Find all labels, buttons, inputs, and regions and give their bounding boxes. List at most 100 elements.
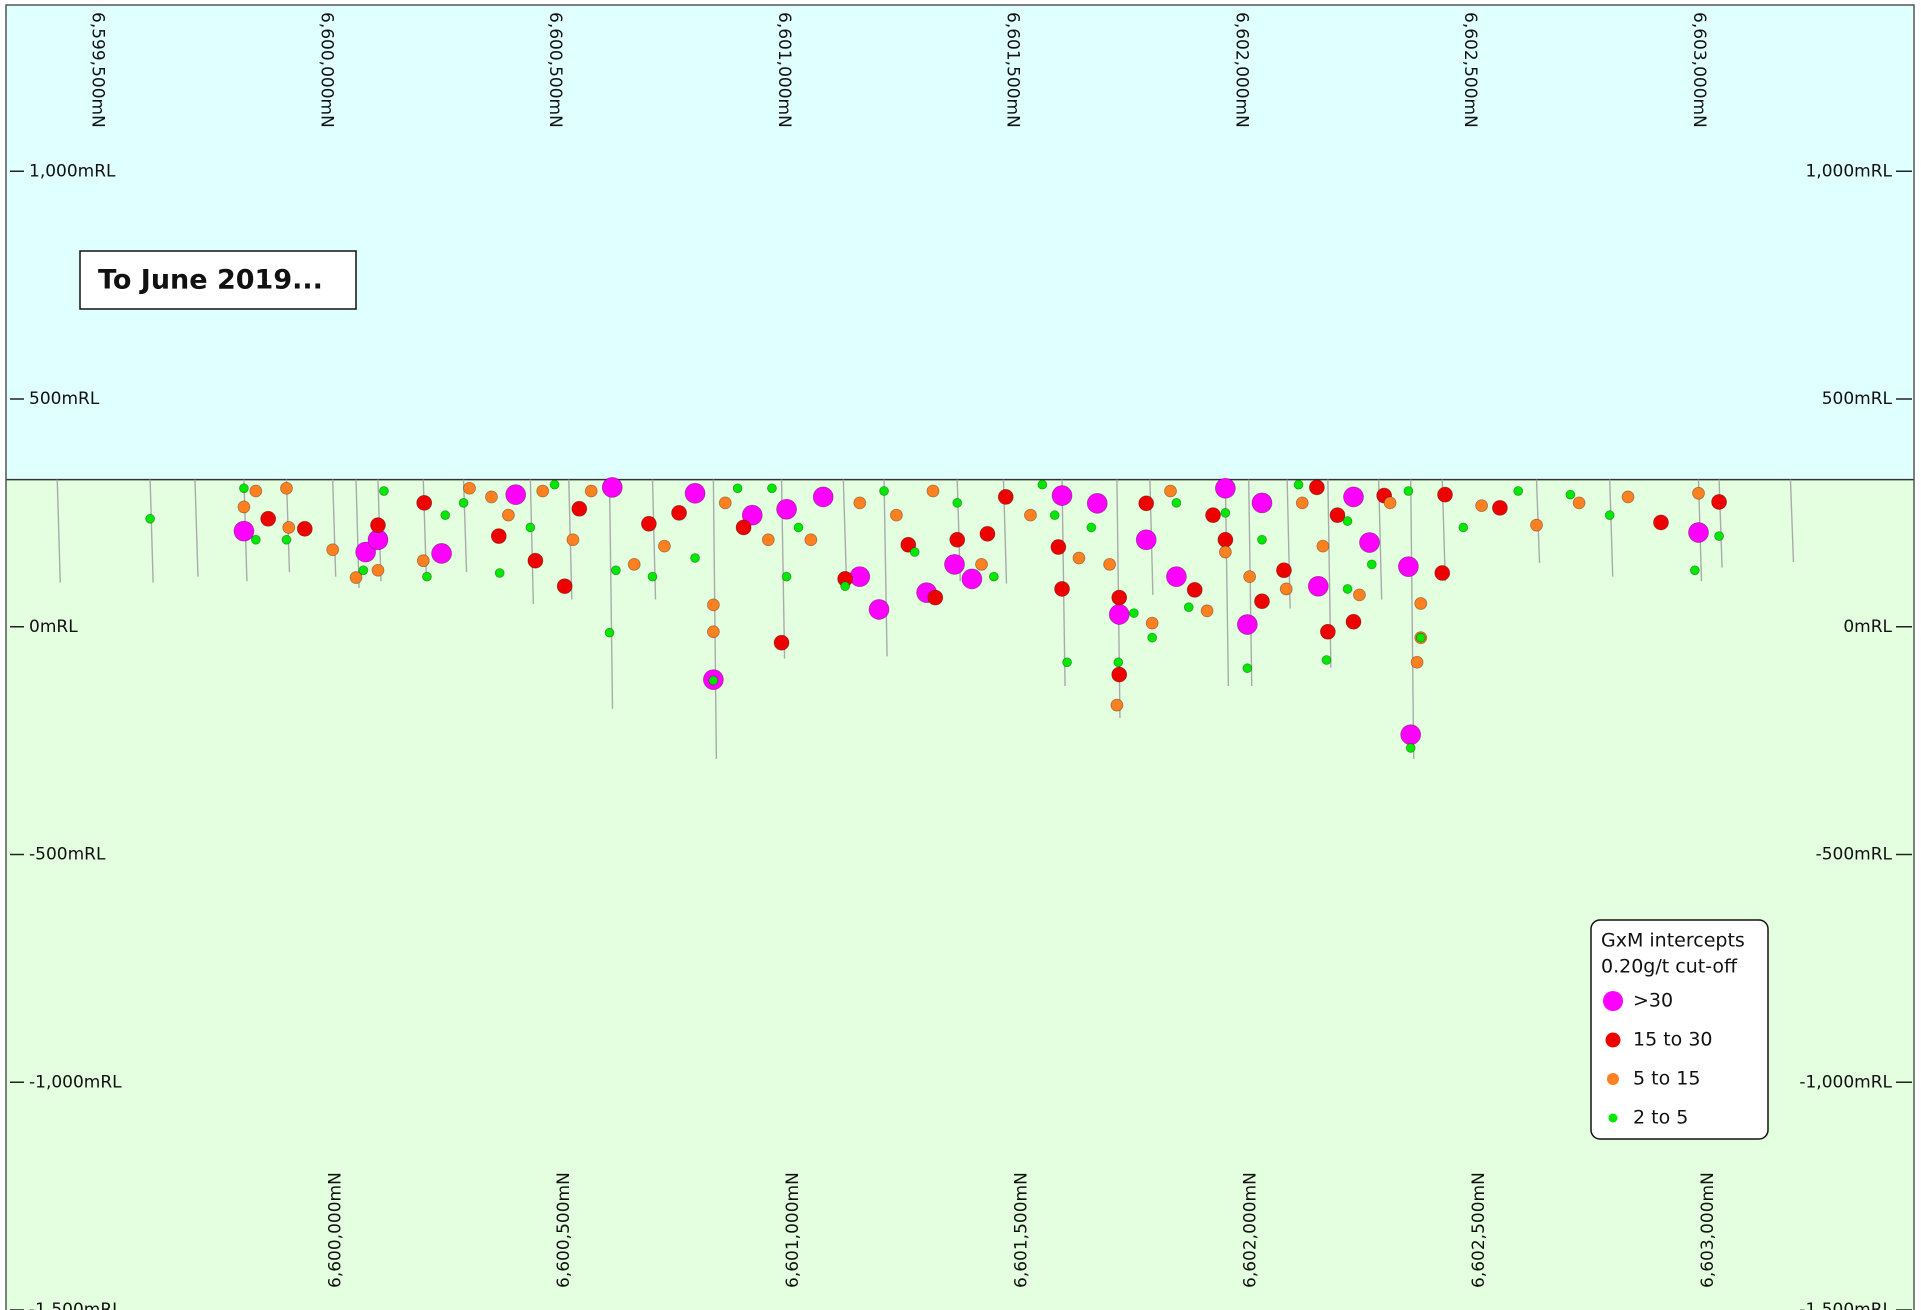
- intercept: [1692, 486, 1705, 500]
- frame: [5, 4, 1915, 1310]
- intercept: [379, 486, 389, 496]
- intercept: [1405, 743, 1416, 753]
- intercept: [1236, 614, 1258, 635]
- intercept: [1111, 666, 1128, 683]
- x2-tick-label: 6,600,000mN: [325, 1172, 345, 1288]
- intercept: [1145, 616, 1159, 630]
- legend-title: GxM intercepts: [1601, 930, 1745, 952]
- annotation-box: [79, 250, 357, 310]
- legend-label: >30: [1633, 990, 1673, 1012]
- legend-label: 15 to 30: [1633, 1029, 1713, 1051]
- intercept: [326, 543, 340, 557]
- intercept: [868, 599, 890, 620]
- intercept: [1343, 486, 1364, 508]
- drillhole: [1609, 479, 1614, 577]
- intercept: [1049, 510, 1060, 521]
- intercept: [1279, 582, 1293, 596]
- legend-marker: [1608, 1113, 1618, 1123]
- intercept: [761, 533, 775, 547]
- drillhole: [1789, 479, 1795, 563]
- intercept: [549, 479, 560, 490]
- drillhole: [1248, 479, 1253, 686]
- intercept: [505, 484, 527, 506]
- intercept: [601, 476, 623, 498]
- intercept: [1316, 539, 1330, 553]
- intercept: [961, 568, 983, 590]
- intercept: [1164, 484, 1177, 498]
- intercept: [1492, 499, 1508, 516]
- intercept: [627, 557, 641, 571]
- intercept: [1128, 608, 1139, 618]
- intercept: [718, 496, 732, 510]
- intercept: [1186, 581, 1203, 598]
- intercept: [1530, 518, 1543, 532]
- intercept: [1383, 496, 1397, 510]
- legend-marker: [1605, 1032, 1621, 1048]
- intercept: [250, 534, 261, 545]
- intercept: [1257, 534, 1267, 545]
- intercept: [1276, 562, 1292, 579]
- y-tick-label: 0mRL: [1843, 617, 1892, 637]
- intercept: [944, 553, 965, 575]
- intercept: [1513, 486, 1524, 496]
- intercept: [1054, 581, 1070, 597]
- intercept: [1171, 497, 1182, 508]
- intercept: [1572, 496, 1586, 510]
- intercept: [370, 517, 386, 534]
- intercept: [1342, 516, 1353, 526]
- intercept: [706, 625, 720, 639]
- intercept: [1604, 510, 1615, 521]
- drillhole: [194, 479, 199, 577]
- y-tick-label: -1,000mRL: [29, 1072, 122, 1092]
- y-tick-label: -1,500mRL: [29, 1300, 122, 1310]
- intercept: [1321, 655, 1332, 665]
- intercept: [706, 598, 720, 612]
- intercept: [1037, 479, 1048, 490]
- intercept: [1410, 655, 1424, 669]
- intercept: [690, 553, 700, 563]
- intercept: [1414, 597, 1428, 610]
- intercept: [571, 500, 588, 517]
- intercept: [1689, 565, 1700, 576]
- intercept: [1437, 486, 1453, 503]
- drillhole: [608, 479, 614, 709]
- intercept: [997, 489, 1014, 505]
- drillhole: [1718, 479, 1723, 568]
- intercept: [684, 482, 706, 504]
- intercept: [1714, 531, 1724, 542]
- y-tick-label: 1,000mRL: [1805, 161, 1892, 181]
- intercept: [1072, 551, 1086, 565]
- intercept: [566, 533, 580, 547]
- intercept: [1135, 529, 1157, 551]
- intercept: [1653, 514, 1669, 531]
- intercept: [1111, 589, 1128, 606]
- intercept: [525, 522, 536, 533]
- intercept: [1295, 496, 1309, 510]
- intercept: [1062, 657, 1072, 668]
- intercept: [804, 533, 818, 547]
- intercept: [975, 557, 988, 571]
- y-tick-label: 500mRL: [29, 389, 100, 409]
- intercept: [1434, 565, 1451, 581]
- intercept: [1621, 490, 1635, 504]
- intercept: [1050, 539, 1067, 555]
- intercept: [767, 483, 777, 494]
- intercept: [349, 571, 363, 584]
- y-tick-label: 1,000mRL: [29, 161, 116, 181]
- intercept: [358, 565, 369, 576]
- annotation: To June 2019...: [98, 265, 323, 296]
- x-tick-label: 6,602,000mN: [1231, 12, 1251, 128]
- y-tick-label: 500mRL: [1822, 389, 1893, 409]
- drillhole: [149, 479, 154, 583]
- x2-tick-label: 6,600,500mN: [554, 1172, 574, 1288]
- legend-marker: [1603, 991, 1623, 1011]
- intercept: [1108, 604, 1130, 625]
- intercept: [1293, 479, 1304, 490]
- intercept: [708, 675, 719, 686]
- legend-box: [1590, 919, 1769, 1140]
- sky: [6, 5, 1914, 480]
- drillhole: [331, 479, 337, 577]
- intercept: [355, 541, 377, 563]
- intercept: [952, 497, 963, 508]
- intercept: [1366, 559, 1377, 570]
